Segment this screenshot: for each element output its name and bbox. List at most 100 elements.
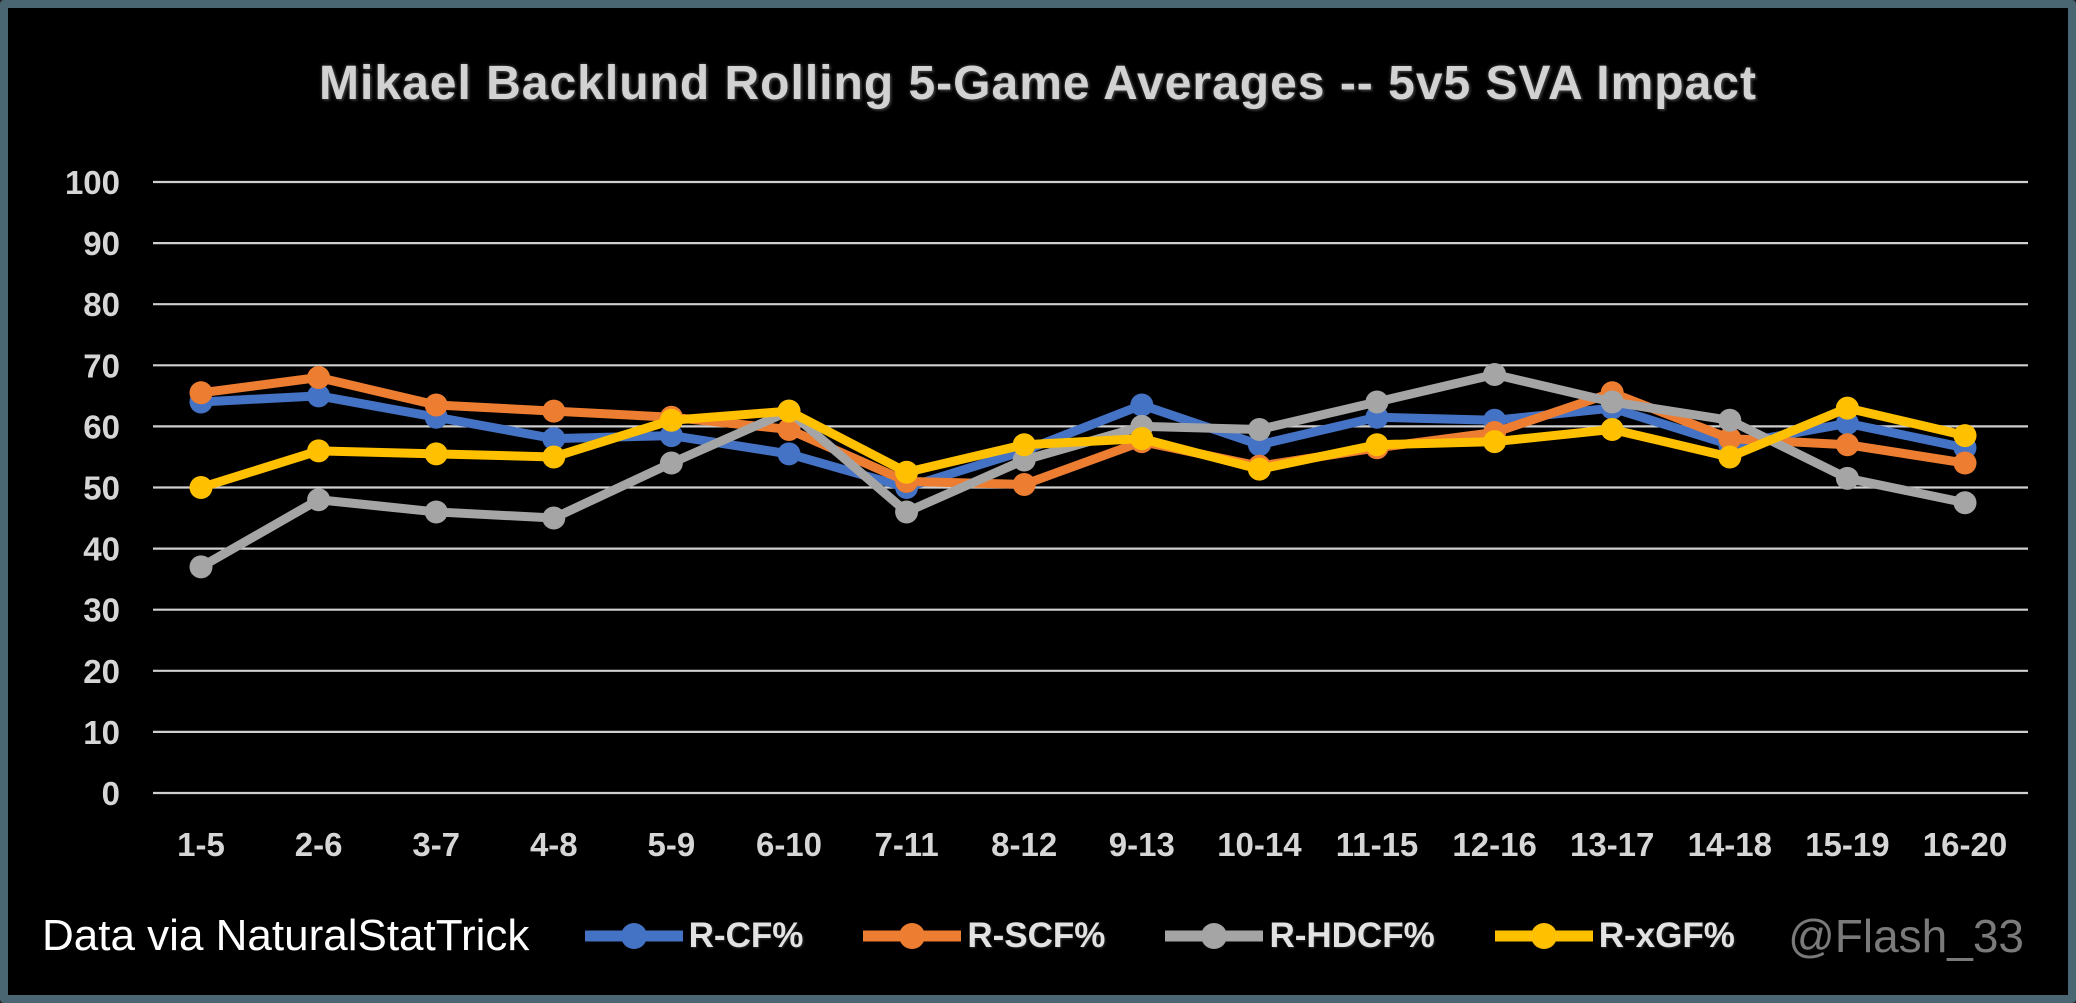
- x-axis-label: 14-18: [1688, 826, 1772, 863]
- legend-label-r-xgf: R-xGF%: [1598, 916, 1735, 955]
- data-point-r-xgf: [1483, 430, 1507, 454]
- data-point-r-xgf: [1600, 417, 1624, 441]
- legend-item-r-xgf: R-xGF%: [1493, 916, 1735, 956]
- data-point-r-hdcf: [1718, 408, 1742, 432]
- legend-label-r-hdcf: R-HDCF%: [1269, 916, 1435, 955]
- legend-label-r-scf: R-SCF%: [967, 916, 1106, 955]
- x-axis-label: 16-20: [1923, 826, 2007, 863]
- series-r-xgf: [189, 396, 1977, 499]
- data-point-r-scf: [424, 393, 448, 417]
- series-line-r-scf: [196, 373, 1970, 489]
- data-point-r-hdcf: [895, 500, 919, 524]
- chart-title: Mikael Backlund Rolling 5-Game Averages …: [319, 57, 1757, 110]
- series-line-r-cf: [196, 391, 1970, 492]
- data-point-r-cf: [1130, 393, 1154, 417]
- y-axis-label: 20: [83, 653, 120, 690]
- x-axis-label: 11-15: [1336, 826, 1419, 863]
- data-point-r-xgf: [1953, 424, 1977, 448]
- data-point-r-hdcf: [1483, 362, 1507, 386]
- x-axis-label: 12-16: [1452, 826, 1536, 863]
- data-point-r-hdcf: [542, 506, 566, 530]
- y-axis-label: 10: [83, 714, 120, 751]
- data-point-r-xgf: [1718, 445, 1742, 469]
- legend-dot: [1201, 923, 1228, 949]
- legend-dot: [899, 923, 926, 949]
- y-axis-label: 0: [102, 775, 120, 812]
- x-axis-label: 1-5: [177, 826, 225, 863]
- x-axis-label: 7-11: [874, 826, 938, 863]
- x-axis-label: 2-6: [295, 826, 343, 863]
- data-point-r-scf: [777, 417, 801, 441]
- legend-marker-icon: [584, 923, 683, 949]
- chart-legend: R-CF% R-SCF% R-HDCF% R-xGF%: [559, 916, 1758, 956]
- x-axis-label: 5-9: [648, 826, 696, 863]
- x-axis-label: 3-7: [412, 826, 460, 863]
- data-point-r-xgf: [1247, 457, 1271, 481]
- legend-item-r-hdcf: R-HDCF%: [1163, 916, 1435, 956]
- data-point-r-xgf: [307, 439, 331, 463]
- data-point-r-scf: [1718, 427, 1742, 451]
- data-point-r-scf: [1835, 433, 1859, 457]
- data-point-r-xgf: [189, 476, 213, 499]
- line-chart: 0 10 20 30 40 50 60 70 80 90 100 1-5 2-6 3-7 4-8 5-9 6-1…: [65, 164, 2028, 863]
- footer-bar: Data via NaturalStatTrick R-CF% R-SCF% R-H…: [42, 890, 2024, 982]
- x-axis-label: 8-12: [991, 826, 1057, 863]
- legend-dot: [620, 923, 647, 949]
- data-point-r-scf: [1953, 451, 1977, 475]
- data-point-r-xgf: [1012, 433, 1036, 457]
- y-axis-label: 100: [65, 164, 120, 201]
- x-axis-label: 15-19: [1805, 826, 1889, 863]
- legend-marker-icon: [1494, 923, 1593, 949]
- data-point-r-xgf: [424, 442, 448, 466]
- y-axis-label: 30: [83, 592, 120, 629]
- data-point-r-xgf: [895, 460, 919, 484]
- data-point-r-hdcf: [1600, 390, 1624, 414]
- legend-marker-icon: [863, 923, 962, 949]
- y-axis-label: 90: [83, 225, 120, 262]
- data-point-r-hdcf: [1835, 466, 1859, 490]
- series-line-r-xgf: [196, 403, 1970, 492]
- credit-text: Data via NaturalStatTrick: [42, 911, 530, 960]
- legend-label-r-cf: R-CF%: [688, 916, 804, 955]
- y-axis-label: 50: [83, 470, 120, 507]
- data-point-r-cf: [307, 384, 331, 408]
- data-point-r-cf: [542, 427, 566, 451]
- data-point-r-xgf: [659, 408, 683, 432]
- data-point-r-xgf: [1130, 427, 1154, 451]
- y-axis-labels: 0 10 20 30 40 50 60 70 80 90 100: [65, 164, 120, 812]
- data-point-r-scf: [189, 381, 213, 405]
- data-point-r-hdcf: [307, 488, 331, 512]
- data-point-r-scf: [1012, 472, 1036, 496]
- data-point-r-hdcf: [189, 555, 213, 579]
- data-point-r-xgf: [777, 399, 801, 423]
- x-axis-label: 4-8: [530, 826, 578, 863]
- x-axis-label: 10-14: [1217, 826, 1302, 863]
- y-axis-label: 40: [83, 531, 120, 568]
- data-point-r-scf: [542, 399, 566, 423]
- legend-marker-icon: [1165, 923, 1264, 949]
- x-axis-label: 6-10: [756, 826, 822, 863]
- x-axis-labels: 1-5 2-6 3-7 4-8 5-9 6-10 7-11 8-12 9-13 10-14 11-1…: [177, 826, 2007, 863]
- data-point-r-hdcf: [1247, 417, 1271, 441]
- data-point-r-cf: [777, 442, 801, 466]
- watermark-handle: @Flash_33: [1788, 910, 2024, 962]
- y-axis-label: 70: [83, 347, 120, 384]
- data-point-r-scf: [307, 366, 331, 390]
- data-point-r-hdcf: [424, 500, 448, 524]
- legend-dot: [1530, 923, 1557, 949]
- data-point-r-xgf: [1835, 396, 1859, 420]
- data-point-r-hdcf: [1953, 491, 1977, 515]
- series-r-hdcf: [189, 362, 1977, 579]
- data-point-r-hdcf: [1365, 390, 1389, 414]
- legend-item-r-scf: R-SCF%: [861, 916, 1105, 956]
- x-axis-label: 13-17: [1570, 826, 1654, 863]
- data-point-r-xgf: [1365, 433, 1389, 457]
- y-axis-label: 80: [83, 286, 120, 323]
- data-point-r-hdcf: [659, 451, 683, 475]
- y-axis-label: 60: [83, 408, 120, 445]
- data-point-r-xgf: [542, 445, 566, 469]
- legend-item-r-cf: R-CF%: [583, 916, 804, 956]
- gridlines: [153, 180, 2028, 795]
- x-axis-label: 9-13: [1109, 826, 1175, 863]
